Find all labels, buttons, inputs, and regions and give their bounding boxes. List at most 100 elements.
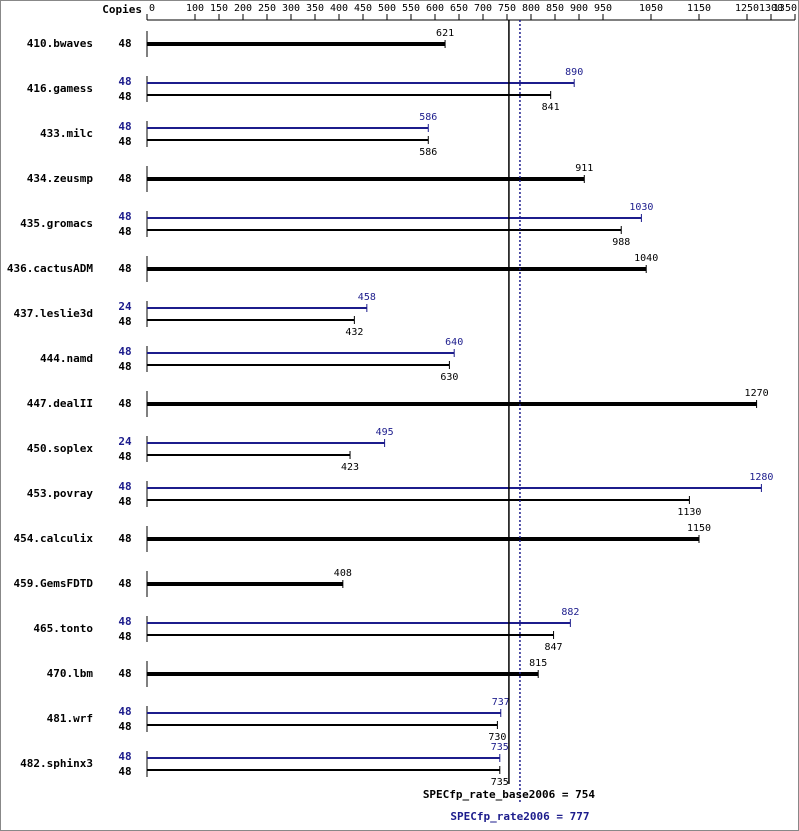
peak-value-label: 586 <box>419 112 437 123</box>
copies: 48 <box>118 262 131 275</box>
x-tick-label: 550 <box>402 3 420 14</box>
peak-line-label: SPECfp_rate2006 = 777 <box>450 810 589 823</box>
x-tick-label: 100 <box>186 3 204 14</box>
peak-bar <box>147 757 500 759</box>
base-value-label: 735 <box>491 777 509 788</box>
peak-bar <box>147 622 571 624</box>
copies: 48 <box>118 210 131 223</box>
x-tick-label: 700 <box>474 3 492 14</box>
base-value-label: 1040 <box>634 253 658 264</box>
benchmark-name: 454.calculix <box>14 532 94 545</box>
copies: 48 <box>118 495 131 508</box>
benchmark-name: 482.sphinx3 <box>20 757 93 770</box>
x-tick-label: 250 <box>258 3 276 14</box>
copies: 48 <box>118 135 131 148</box>
base-bar <box>147 672 539 676</box>
base-bar <box>147 319 355 321</box>
x-tick-label: 1350 <box>773 3 797 14</box>
base-value-label: 815 <box>529 658 547 669</box>
x-tick-label: 900 <box>570 3 588 14</box>
copies: 48 <box>118 667 131 680</box>
base-value-label: 586 <box>419 147 437 158</box>
copies: 48 <box>118 90 131 103</box>
peak-value-label: 737 <box>492 697 510 708</box>
benchmark-name: 416.gamess <box>27 82 93 95</box>
base-bar <box>147 267 647 271</box>
x-tick-label: 300 <box>282 3 300 14</box>
x-tick-label: 0 <box>149 3 155 14</box>
base-line-label: SPECfp_rate_base2006 = 754 <box>423 788 596 801</box>
benchmark-name: 447.dealII <box>27 397 93 410</box>
x-tick-label: 650 <box>450 3 468 14</box>
benchmark-name: 459.GemsFDTD <box>14 577 94 590</box>
x-tick-label: 450 <box>354 3 372 14</box>
copies: 48 <box>118 37 131 50</box>
base-value-label: 423 <box>341 462 359 473</box>
base-bar <box>147 634 554 636</box>
peak-value-label: 495 <box>376 427 394 438</box>
base-value-label: 432 <box>345 327 363 338</box>
benchmark-name: 434.zeusmp <box>27 172 94 185</box>
copies: 48 <box>118 450 131 463</box>
base-bar <box>147 139 429 141</box>
peak-value-label: 735 <box>491 742 509 753</box>
x-tick-label: 850 <box>546 3 564 14</box>
copies: 48 <box>118 532 131 545</box>
base-bar <box>147 402 757 406</box>
copies: 48 <box>118 765 131 778</box>
copies: 48 <box>118 630 131 643</box>
base-value-label: 1130 <box>677 507 701 518</box>
benchmark-name: 435.gromacs <box>20 217 93 230</box>
copies: 48 <box>118 172 131 185</box>
peak-value-label: 1030 <box>629 202 653 213</box>
base-bar <box>147 177 585 181</box>
base-value-label: 988 <box>612 237 630 248</box>
base-bar <box>147 582 343 586</box>
benchmark-name: 410.bwaves <box>27 37 93 50</box>
x-tick-label: 1150 <box>687 3 711 14</box>
benchmark-name: 444.namd <box>40 352 93 365</box>
x-tick-label: 750 <box>498 3 516 14</box>
base-bar <box>147 94 551 96</box>
copies-header: Copies <box>102 3 142 16</box>
copies: 48 <box>118 225 131 238</box>
base-bar <box>147 454 351 456</box>
peak-bar <box>147 487 762 489</box>
x-tick-label: 350 <box>306 3 324 14</box>
base-bar <box>147 42 446 46</box>
base-value-label: 630 <box>440 372 458 383</box>
base-bar <box>147 364 450 366</box>
peak-bar <box>147 307 367 309</box>
x-tick-label: 1250 <box>735 3 759 14</box>
peak-bar <box>147 712 501 714</box>
copies: 48 <box>118 345 131 358</box>
peak-bar <box>147 442 385 444</box>
copies: 48 <box>118 615 131 628</box>
x-tick-label: 200 <box>234 3 252 14</box>
peak-value-label: 1280 <box>749 472 773 483</box>
base-bar <box>147 229 622 231</box>
benchmark-name: 470.lbm <box>47 667 94 680</box>
benchmark-name: 481.wrf <box>47 712 93 725</box>
copies: 24 <box>118 300 132 313</box>
base-value-label: 847 <box>545 642 563 653</box>
copies: 48 <box>118 397 131 410</box>
base-value-label: 730 <box>488 732 506 743</box>
peak-value-label: 890 <box>565 67 583 78</box>
copies: 48 <box>118 705 131 718</box>
benchmark-name: 453.povray <box>27 487 94 500</box>
copies: 48 <box>118 75 131 88</box>
x-tick-label: 950 <box>594 3 612 14</box>
copies: 24 <box>118 435 132 448</box>
x-tick-label: 400 <box>330 3 348 14</box>
peak-bar <box>147 217 642 219</box>
copies: 48 <box>118 720 131 733</box>
base-bar <box>147 499 690 501</box>
base-value-label: 621 <box>436 28 454 39</box>
x-tick-label: 800 <box>522 3 540 14</box>
x-tick-label: 150 <box>210 3 228 14</box>
base-value-label: 1150 <box>687 523 711 534</box>
base-value-label: 911 <box>575 163 593 174</box>
base-bar <box>147 769 500 771</box>
